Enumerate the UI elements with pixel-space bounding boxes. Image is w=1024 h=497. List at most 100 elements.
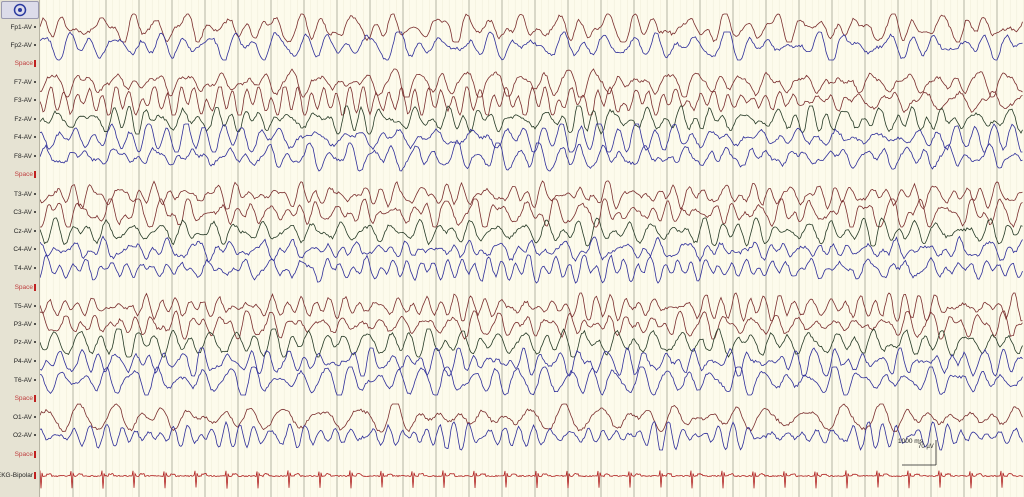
- channel-label[interactable]: Cz-AV: [14, 228, 36, 236]
- channel-marker-icon: [34, 230, 36, 233]
- channel-label-text: F4-AV: [14, 134, 32, 141]
- channel-label[interactable]: P3-AV: [14, 321, 36, 329]
- channel-label-text: Space: [14, 395, 33, 403]
- trace-p4-av: [40, 347, 1023, 377]
- channel-label[interactable]: Fp1-AV: [10, 24, 36, 32]
- channel-label[interactable]: F4-AV: [14, 134, 36, 142]
- trace-f7-av: [40, 68, 1023, 98]
- spacer-label[interactable]: Space: [15, 60, 36, 68]
- channel-label-text: C4-AV: [13, 246, 32, 253]
- channel-marker-icon: [34, 323, 36, 326]
- channel-marker-icon: [34, 81, 36, 84]
- channel-label[interactable]: P4-AV: [14, 358, 36, 366]
- channel-label[interactable]: C4-AV: [13, 246, 36, 254]
- channel-label-text: T3-AV: [14, 191, 32, 198]
- trace-t6-av: [40, 366, 1023, 396]
- channel-label-text: O1-AV: [12, 414, 32, 421]
- channel-label-text: F8-AV: [14, 153, 32, 160]
- trace-pz-av: [40, 328, 1023, 358]
- channel-label[interactable]: T5-AV: [14, 303, 36, 311]
- channel-label[interactable]: Pz-AV: [14, 339, 36, 347]
- channel-marker-icon: [34, 451, 36, 458]
- trace-fz-av: [40, 105, 1023, 135]
- channel-label[interactable]: F7-AV: [14, 79, 36, 87]
- scale-bar: [902, 440, 937, 466]
- trace-fp1-av: [40, 13, 1023, 43]
- channel-label-text: Space: [14, 451, 33, 459]
- eeg-trace-area[interactable]: [40, 0, 1024, 497]
- channel-label-text: Fz-AV: [14, 116, 32, 123]
- trace-o1-av: [40, 403, 1023, 433]
- channel-label-text: Space: [14, 284, 33, 292]
- spacer-label[interactable]: Space: [15, 451, 36, 459]
- channel-label[interactable]: O2-AV: [13, 432, 36, 440]
- channel-marker-icon: [34, 136, 36, 139]
- channel-label-text: F3-AV: [14, 97, 32, 104]
- channel-sidebar: Fp1-AV Fp2-AV Space F7-AV F3-AV Fz-AV F4-AV F8-…: [0, 0, 40, 497]
- channel-label-text: Pz-AV: [14, 339, 32, 346]
- channel-label[interactable]: T6-AV: [14, 377, 36, 385]
- trace-c3-av: [40, 198, 1023, 228]
- target-icon: [13, 3, 27, 17]
- channel-label-text: EKG-Bipolar: [0, 472, 33, 480]
- trace-f3-av: [40, 86, 1023, 116]
- channel-marker-icon: [34, 360, 36, 363]
- channel-marker-icon: [34, 472, 36, 479]
- trace-o2-av: [40, 420, 1023, 451]
- channel-marker-icon: [34, 341, 36, 344]
- channel-label-text: Space: [14, 171, 33, 179]
- channel-marker-icon: [34, 155, 36, 158]
- channel-label-text: T4-AV: [14, 265, 32, 272]
- channel-marker-icon: [34, 211, 36, 214]
- channel-label[interactable]: EKG-Bipolar: [0, 472, 36, 480]
- channel-label-text: Cz-AV: [13, 228, 32, 235]
- channel-marker-icon: [34, 395, 36, 402]
- channel-label-text: Fp2-AV: [10, 42, 32, 49]
- channel-marker-icon: [34, 267, 36, 270]
- channel-label[interactable]: C3-AV: [13, 209, 36, 217]
- channel-marker-icon: [34, 305, 36, 308]
- channel-label[interactable]: Fp2-AV: [10, 42, 36, 50]
- trace-t4-av: [40, 254, 1023, 284]
- channel-label-text: Fp1-AV: [10, 24, 32, 31]
- trace-c4-av: [40, 235, 1023, 263]
- trace-t5-av: [40, 292, 1023, 322]
- channel-label-text: P4-AV: [13, 358, 32, 365]
- trace-fp2-av: [40, 31, 1023, 61]
- channel-label-text: P3-AV: [13, 321, 32, 328]
- spacer-label[interactable]: Space: [15, 395, 36, 403]
- montage-button[interactable]: [1, 1, 39, 19]
- channel-label[interactable]: T3-AV: [14, 191, 36, 199]
- trace-f8-av: [40, 142, 1023, 172]
- time-scale-label: 1000 ms: [898, 438, 923, 445]
- channel-label[interactable]: O1-AV: [13, 414, 36, 422]
- channel-marker-icon: [34, 248, 36, 251]
- spacer-label[interactable]: Space: [15, 284, 36, 292]
- spacer-label[interactable]: Space: [15, 171, 36, 179]
- trace-t3-av: [40, 180, 1023, 210]
- channel-marker-icon: [34, 284, 36, 291]
- channel-marker-icon: [34, 193, 36, 196]
- channel-label-text: T6-AV: [14, 377, 32, 384]
- trace-ekg-bipolar: [40, 470, 1024, 489]
- amplitude-scale-label: 70 µV: [918, 444, 934, 450]
- channel-marker-icon: [34, 171, 36, 178]
- channel-label-text: T5-AV: [14, 303, 32, 310]
- channel-marker-icon: [34, 379, 36, 382]
- channel-marker-icon: [34, 44, 36, 47]
- channel-label[interactable]: F8-AV: [14, 153, 36, 161]
- channel-marker-icon: [34, 118, 36, 121]
- channel-label[interactable]: T4-AV: [14, 265, 36, 273]
- channel-label[interactable]: Fz-AV: [14, 116, 36, 124]
- channel-marker-icon: [34, 60, 36, 67]
- channel-label-text: C3-AV: [13, 209, 32, 216]
- channel-label-text: O2-AV: [12, 432, 32, 439]
- channel-marker-icon: [34, 434, 36, 437]
- channel-marker-icon: [34, 26, 36, 29]
- channel-label[interactable]: F3-AV: [14, 97, 36, 105]
- trace-f4-av: [40, 123, 1023, 153]
- channel-label-text: F7-AV: [14, 79, 32, 86]
- trace-p3-av: [40, 310, 1023, 340]
- channel-label-text: Space: [14, 60, 33, 68]
- trace-cz-av: [40, 217, 1023, 247]
